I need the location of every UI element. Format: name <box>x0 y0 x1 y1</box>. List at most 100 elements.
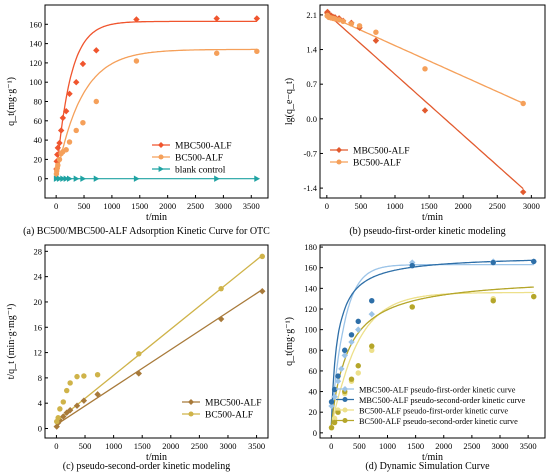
y-tick-label: 160 <box>304 263 317 273</box>
data-point <box>409 262 415 269</box>
series-2-markers <box>53 48 260 177</box>
data-point <box>331 393 338 400</box>
x-tick-label: 1000 <box>379 441 396 451</box>
data-point <box>369 298 375 304</box>
legend-label: MBC500-ALF <box>205 398 261 408</box>
fit-curve <box>330 286 534 428</box>
data-point <box>60 175 67 182</box>
x-tick-label: 2000 <box>162 441 179 451</box>
data-point <box>66 90 73 97</box>
legend-label: BC500-ALF <box>205 410 253 420</box>
data-point <box>531 258 537 265</box>
data-point <box>94 391 101 398</box>
data-point <box>259 253 266 260</box>
data-point <box>328 424 335 431</box>
panel-caption: (b) pseudo-first-order kinetic modeling <box>349 226 505 237</box>
data-point <box>73 402 81 409</box>
data-point <box>331 415 338 422</box>
data-point <box>355 370 361 376</box>
x-tick-label: 3000 <box>215 201 232 211</box>
panel-caption: (d) Dynamic Simulation Curve <box>365 461 490 472</box>
data-point <box>217 315 225 323</box>
data-point <box>63 147 69 153</box>
y-tick-label: 20 <box>34 297 43 307</box>
data-point <box>55 162 61 168</box>
data-point <box>334 378 342 385</box>
data-point <box>259 287 266 295</box>
data-point <box>54 144 62 152</box>
data-point <box>338 365 345 373</box>
legend-label: BC500-ALF <box>353 158 401 168</box>
y-tick-label: 24 <box>34 272 43 282</box>
legend-label: MBC500-ALF <box>353 146 409 156</box>
legend-label: blank control <box>175 165 226 175</box>
data-point <box>62 107 70 115</box>
data-point <box>368 310 375 318</box>
x-tick-label: 1000 <box>103 201 120 211</box>
x-tick-label: 0 <box>325 201 329 211</box>
x-tick-label: 3000 <box>219 441 236 451</box>
chart-panel-1: 0 500 1000 1500 2000 2500 3000 3500 0 20 40 60 80 100… <box>6 4 270 237</box>
y-axis-title: q_t(mg·g⁻¹) <box>6 77 17 126</box>
legend-label: MBC500-ALF pseudo-first-order kinetic cu… <box>359 385 516 394</box>
data-point <box>73 127 79 134</box>
legend-label: BC500-ALF pseudo-first-order kinetic cur… <box>359 406 508 415</box>
data-point <box>73 79 80 86</box>
chart-panel-2: 0 500 1000 1500 2000 2500 3000 -1.4 -0.7 0.0 0.7 1.… <box>284 4 546 237</box>
legend-marker <box>158 142 164 148</box>
data-point <box>79 60 87 68</box>
y-tick-label: 40 <box>309 387 318 397</box>
data-point <box>421 107 429 114</box>
data-point <box>335 373 341 379</box>
data-point <box>66 175 73 182</box>
y-tick-label: 2.1 <box>306 10 317 20</box>
legend-label: BC500-ALF <box>175 153 223 163</box>
series-2-markers <box>328 258 537 405</box>
data-point <box>356 23 363 29</box>
data-point <box>93 47 100 54</box>
plot-frame <box>319 4 546 199</box>
data-point <box>335 409 341 415</box>
x-tick-label: 2500 <box>463 441 480 451</box>
data-point <box>64 387 70 394</box>
data-point <box>63 409 70 416</box>
chart-panel-3: 0 500 1000 1500 2000 2500 3000 3500 0 4 8 12 16 20 24 2… <box>6 244 269 472</box>
data-point <box>336 17 342 23</box>
data-point <box>80 175 87 182</box>
data-point <box>348 21 355 27</box>
data-point <box>55 415 61 421</box>
y-tick-label: 20 <box>34 154 43 164</box>
data-point <box>328 399 335 405</box>
y-tick-label: 1.4 <box>306 45 317 55</box>
x-tick-label: 1000 <box>105 441 122 451</box>
legend: MBC500-ALF BC500-ALF blank control <box>152 141 231 175</box>
x-tick-label: 500 <box>353 441 366 451</box>
data-point <box>93 98 100 105</box>
data-point <box>341 352 348 359</box>
data-point <box>57 406 63 412</box>
x-tick-label: 500 <box>78 201 91 211</box>
y-tick-label: 60 <box>34 116 43 126</box>
legend-marker <box>336 159 342 165</box>
y-tick-label: 0 <box>313 428 317 438</box>
data-point <box>214 175 220 182</box>
series-1-markers <box>53 287 266 430</box>
y-axis-title: t/q_t (min·g·mg⁻¹) <box>6 304 17 380</box>
y-tick-label: 120 <box>304 304 317 314</box>
legend-marker <box>342 386 348 392</box>
data-point <box>373 29 379 35</box>
data-point <box>355 318 361 325</box>
data-point <box>57 127 65 134</box>
data-point <box>81 373 87 379</box>
y-axis-title: lg(q_e−q_t) <box>284 78 295 125</box>
data-point <box>490 298 496 304</box>
legend-label: MBC500-ALF pseudo-second-order kinetic c… <box>359 396 525 405</box>
y-tick-label: 40 <box>34 135 43 145</box>
x-axis-title: t/min <box>422 212 443 223</box>
legend-marker <box>158 154 164 160</box>
data-point <box>253 15 261 22</box>
x-tick-label: 2500 <box>191 441 208 451</box>
chart-panel-4: 0 500 1000 1500 2000 2500 3000 3500 0 20 40 60 80 100… <box>284 242 546 472</box>
data-point <box>342 347 348 353</box>
y-tick-label: 140 <box>304 283 317 293</box>
